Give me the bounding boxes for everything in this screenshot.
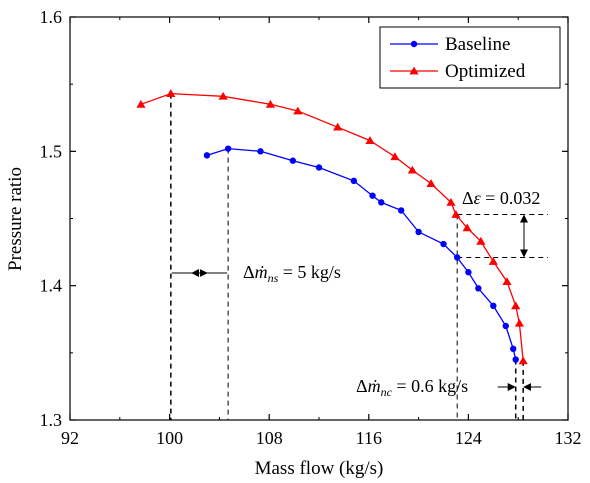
x-tick-label: 124 xyxy=(455,428,482,448)
nc-subscript: nc xyxy=(381,385,393,399)
y-tick-label: 1.5 xyxy=(40,141,63,161)
choke-margin-text: Δṁnc = 0.6 kg/s xyxy=(356,376,468,399)
pressure-ratio-gain-text: Δε = 0.032 xyxy=(462,188,540,208)
data-point-optimized xyxy=(166,89,176,97)
x-tick-label: 116 xyxy=(356,428,382,448)
equals-sign: = xyxy=(481,188,500,208)
tick-marks xyxy=(69,16,569,421)
data-point-baseline xyxy=(510,345,517,353)
y-tick-label: 1.6 xyxy=(40,7,63,27)
ns-subscript: ns xyxy=(268,271,279,285)
data-point-optimized xyxy=(518,356,528,365)
epsilon-symbol: ε xyxy=(474,188,482,208)
data-point-optimized xyxy=(390,152,400,161)
legend-baseline-marker xyxy=(410,40,418,48)
data-point-optimized xyxy=(502,277,512,286)
x-tick-label: 108 xyxy=(256,428,283,448)
data-point-optimized xyxy=(333,122,343,131)
y-tick-label: 1.4 xyxy=(40,276,63,296)
data-point-optimized xyxy=(426,179,436,187)
data-point-optimized xyxy=(365,136,375,144)
delta-symbol: Δ xyxy=(243,262,255,282)
data-point-baseline xyxy=(440,240,447,248)
surge-margin-text: Δṁns = 5 kg/s xyxy=(243,262,341,285)
series-line-baseline xyxy=(206,147,517,360)
mdot-symbol: ṁ xyxy=(255,262,268,282)
legend-optimized-label: Optimized xyxy=(445,61,526,82)
data-point-optimized xyxy=(293,106,303,115)
data-point-baseline xyxy=(465,269,472,276)
x-tick-label: 100 xyxy=(156,428,183,448)
x-axis-label: Mass flow (kg/s) xyxy=(255,458,384,479)
data-point-optimized xyxy=(488,257,498,265)
data-point-optimized xyxy=(451,210,461,218)
surge-margin-value: 5 kg/s xyxy=(297,262,341,282)
equals-sign: = xyxy=(278,262,297,282)
guide-lines xyxy=(170,93,548,420)
data-point-baseline xyxy=(224,145,232,152)
data-point-baseline xyxy=(315,164,323,171)
x-tick-label: 132 xyxy=(555,428,582,448)
data-point-optimized xyxy=(136,99,146,108)
data-point-baseline xyxy=(369,192,376,199)
choke-margin-value: 0.6 kg/s xyxy=(411,376,468,396)
data-point-optimized xyxy=(462,223,472,232)
delta-symbol: Δ xyxy=(356,376,368,396)
data-point-baseline xyxy=(453,254,461,261)
legend-box xyxy=(379,26,561,89)
pressure-ratio-gain-value: 0.032 xyxy=(500,188,541,208)
data-point-baseline xyxy=(378,199,385,206)
data-point-baseline xyxy=(490,302,497,310)
legend-baseline-label: Baseline xyxy=(445,34,510,55)
data-point-baseline xyxy=(289,157,297,164)
choke-margin-annotation: Δṁnc = 0.6 kg/s xyxy=(356,376,468,399)
data-point-baseline xyxy=(415,228,422,236)
data-point-baseline xyxy=(475,285,482,292)
y-tick-label: 1.3 xyxy=(40,410,63,430)
mdot-symbol: ṁ xyxy=(368,376,381,396)
legend: Baseline Optimized xyxy=(379,26,561,89)
data-point-optimized xyxy=(446,197,456,206)
data-point-baseline xyxy=(350,177,358,185)
delta-symbol: Δ xyxy=(462,188,474,208)
x-tick-label: 92 xyxy=(61,428,79,448)
data-point-baseline xyxy=(257,148,264,155)
equals-sign: = xyxy=(392,376,411,396)
data-point-optimized xyxy=(265,99,276,108)
data-point-baseline xyxy=(203,152,211,159)
surge-margin-annotation: Δṁns = 5 kg/s xyxy=(243,262,341,285)
data-point-optimized xyxy=(218,91,228,100)
data-point-baseline xyxy=(502,322,509,330)
data-point-baseline xyxy=(512,356,519,363)
data-point-optimized xyxy=(476,236,486,245)
data-point-optimized xyxy=(407,165,417,174)
data-point-optimized xyxy=(514,318,525,327)
data-point-optimized xyxy=(511,301,521,310)
legend-optimized-marker xyxy=(409,66,419,75)
y-axis-label: Pressure ratio xyxy=(5,167,26,271)
pressure-ratio-gain-annotation: Δε = 0.032 xyxy=(462,188,540,208)
data-point-baseline xyxy=(397,207,405,214)
series-layer xyxy=(136,89,528,365)
